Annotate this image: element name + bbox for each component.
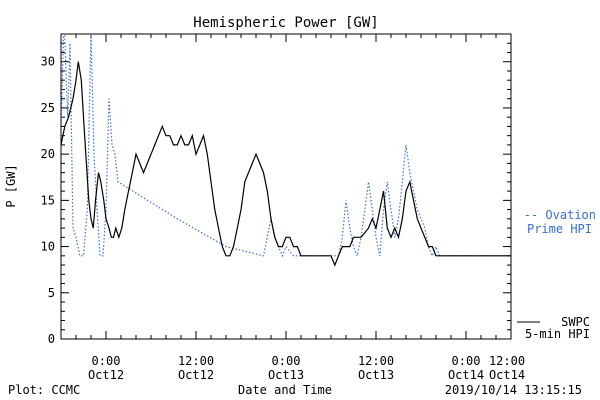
x-tick-label-date: Oct14: [448, 368, 484, 382]
series-layer: [61, 34, 511, 267]
x-tick-label-date: Oct14: [489, 368, 525, 382]
axis-ticks: 0510152025300:00Oct1212:00Oct120:00Oct13…: [41, 33, 525, 382]
footer-timestamp: 2019/10/14 13:15:15: [444, 383, 582, 397]
chart-title: Hemispheric Power [GW]: [193, 15, 378, 31]
y-tick-label: 10: [41, 240, 55, 254]
y-tick-label: 0: [48, 332, 55, 346]
y-tick-label: 15: [41, 193, 55, 207]
legend-swpc-line2: 5-min HPI: [525, 327, 590, 341]
legend-swpc-line1: SWPC: [561, 315, 590, 329]
x-tick-label-time: 0:00: [452, 354, 481, 368]
x-tick-label-time: 0:00: [272, 354, 301, 368]
x-tick-label-time: 0:00: [92, 354, 121, 368]
series-line-ovation: [61, 34, 511, 258]
x-tick-label-date: Oct12: [88, 368, 124, 382]
x-tick-label-date: Oct13: [268, 368, 304, 382]
x-tick-label-date: Oct13: [358, 368, 394, 382]
x-tick-label-time: 12:00: [178, 354, 214, 368]
plot-frame: [60, 33, 512, 340]
x-tick-label-time: 12:00: [358, 354, 394, 368]
y-tick-label: 20: [41, 147, 55, 161]
y-tick-label: 30: [41, 55, 55, 69]
y-axis-label: P [GW]: [4, 164, 18, 207]
footer-axis-caption: Date and Time: [238, 383, 332, 397]
x-tick-label-time: 12:00: [489, 354, 525, 368]
y-tick-label: 5: [48, 286, 55, 300]
legend: -- Ovation Prime HPI SWPC 5-min HPI: [517, 208, 596, 341]
y-tick-label: 25: [41, 101, 55, 115]
series-line-swpc: [61, 61, 511, 267]
footer-plot-credit: Plot: CCMC: [8, 383, 81, 397]
legend-ovation-line1: -- Ovation: [524, 208, 596, 222]
legend-ovation-line2: Prime HPI: [527, 222, 592, 236]
x-tick-label-date: Oct12: [178, 368, 214, 382]
